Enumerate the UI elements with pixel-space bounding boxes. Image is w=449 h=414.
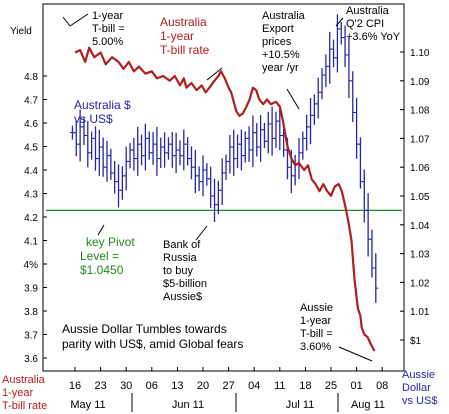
right-tick-label: 1.03 xyxy=(410,250,430,261)
x-tick-label: 20 xyxy=(197,380,209,392)
svg-text:Aussie$: Aussie$ xyxy=(163,291,202,303)
right-tick-label: 1.05 xyxy=(410,192,430,203)
svg-text:parity with US$, amid Global f: parity with US$, amid Global fears xyxy=(62,337,243,351)
left-tick-label: 4% xyxy=(24,260,39,271)
x-tick-label: 01 xyxy=(350,380,362,392)
left-tick-label: 4.3 xyxy=(24,190,38,201)
left-tick-label: 4.7 xyxy=(24,96,38,107)
svg-text:$1.0450: $1.0450 xyxy=(80,263,124,277)
svg-text:5.00%: 5.00% xyxy=(92,36,123,48)
annotation-pivot: key Pivot Level = $1.0450 xyxy=(80,224,135,277)
left-tick-label: 4.5 xyxy=(24,143,38,154)
right-tick-label: 1.02 xyxy=(410,278,430,289)
x-month-label: May 11 xyxy=(70,399,105,411)
svg-text:T-bill =: T-bill = xyxy=(300,328,333,340)
left-tick-label: 3.7 xyxy=(24,331,38,342)
x-tick-label: 04 xyxy=(248,380,260,392)
svg-text:prices: prices xyxy=(262,36,292,48)
svg-text:+10.5%: +10.5% xyxy=(262,49,300,61)
left-axis-label: Yield xyxy=(10,26,32,37)
annotation-tbill-360: Aussie 1-year T-bill = 3.60% xyxy=(300,302,373,362)
svg-text:Aussie Dollar Tumbles towards: Aussie Dollar Tumbles towards xyxy=(62,322,227,336)
svg-text:T-bill rate: T-bill rate xyxy=(2,400,47,412)
svg-text:vs US$: vs US$ xyxy=(402,395,437,407)
svg-text:Australia $: Australia $ xyxy=(74,98,131,112)
svg-text:Bank of: Bank of xyxy=(163,239,201,251)
annotation-q2-cpi: Australia Q'2 CPI +3.6% YoY xyxy=(335,5,401,43)
svg-text:3.60%: 3.60% xyxy=(300,341,331,353)
left-tick-label: 4.2 xyxy=(24,213,38,224)
annotation-tbill-rate: Australia 1-year T-bill rate xyxy=(160,15,223,81)
right-tick-label: 1.01 xyxy=(410,307,430,318)
left-tick-label: 3.8 xyxy=(24,307,38,318)
right-tick-label: 1.07 xyxy=(410,134,430,145)
svg-text:Aussie: Aussie xyxy=(300,302,333,314)
svg-text:Export: Export xyxy=(262,23,294,35)
right-tick-label: 1.06 xyxy=(410,163,430,174)
left-tick-label: 3.9 xyxy=(24,284,38,295)
svg-text:T-bill =: T-bill = xyxy=(92,23,125,35)
x-tick-label: 08 xyxy=(376,380,388,392)
left-tick-label: 3.6 xyxy=(24,354,38,365)
svg-text:to buy: to buy xyxy=(163,265,193,277)
plot-frame xyxy=(42,3,405,372)
right-tick-label: 1.09 xyxy=(410,77,430,88)
right-tick-label: 1.04 xyxy=(410,221,430,232)
svg-text:year /yr: year /yr xyxy=(262,62,299,74)
svg-text:Australia: Australia xyxy=(160,15,207,29)
svg-text:Aussie: Aussie xyxy=(402,369,435,381)
svg-text:1-year: 1-year xyxy=(2,387,34,399)
tbill-rate-series xyxy=(74,46,376,352)
svg-text:$5-billion: $5-billion xyxy=(163,278,207,290)
left-tick-label: 4.6 xyxy=(24,119,38,130)
svg-text:Level =: Level = xyxy=(80,249,119,263)
chart-title: Aussie Dollar Tumbles towards parity wit… xyxy=(62,322,243,351)
svg-text:Dollar: Dollar xyxy=(402,382,431,394)
right-tick-label: 1.08 xyxy=(410,106,430,117)
svg-text:Australia: Australia xyxy=(262,10,306,22)
svg-text:key Pivot: key Pivot xyxy=(86,235,135,249)
x-month-label: Jun 11 xyxy=(172,399,204,411)
x-month-label: Jul 11 xyxy=(286,399,315,411)
x-tick-label: 23 xyxy=(94,380,106,392)
x-tick-label: 13 xyxy=(171,380,183,392)
right-axis: 1.10 1.09 1.08 1.07 1.06 1.05 1.04 1.03 1.02 1.01… xyxy=(400,48,430,347)
x-tick-label: 27 xyxy=(222,380,234,392)
annotation-aud-usd: Australia $ vs US$ xyxy=(74,98,131,126)
x-tick-label: 18 xyxy=(299,380,311,392)
right-tick-label: $1 xyxy=(410,336,422,347)
svg-text:T-bill rate: T-bill rate xyxy=(160,43,210,57)
x-tick-label: 11 xyxy=(274,380,285,392)
svg-text:Q'2 CPI: Q'2 CPI xyxy=(346,18,384,30)
svg-text:Australia: Australia xyxy=(2,374,46,386)
svg-text:1-year: 1-year xyxy=(160,29,194,43)
svg-text:vs US$: vs US$ xyxy=(74,112,113,126)
annotation-tbill-5: 1-year T-bill = 5.00% xyxy=(62,10,125,48)
x-tick-label: 06 xyxy=(146,380,158,392)
left-axis: 4.8 4.7 4.6 4.5 4.4 4.3 4.2 4.1 4% 3.9 3.8 3.7 3.6 xyxy=(24,72,47,365)
x-tick-label: 25 xyxy=(325,380,337,392)
x-month-label: Aug 11 xyxy=(351,399,385,411)
legend-aud-usd: Aussie Dollar vs US$ xyxy=(402,369,437,407)
annotation-export-prices: Australia Export prices +10.5% year /yr xyxy=(262,10,306,110)
svg-text:Australia: Australia xyxy=(346,5,390,17)
x-axis: 16 23 30 06 13 20 27 04 11 18 25 01 08 May 11 Jun 11 Ju… xyxy=(69,367,388,412)
x-tick-label: 16 xyxy=(69,380,81,392)
right-tick-label: 1.10 xyxy=(410,48,430,59)
svg-text:1-year: 1-year xyxy=(300,315,332,327)
svg-text:+3.6% YoY: +3.6% YoY xyxy=(346,31,401,43)
svg-text:1-year: 1-year xyxy=(92,10,124,22)
legend-tbill-rate: Australia 1-year T-bill rate xyxy=(2,374,47,412)
annotation-bank-of-russia: Bank of Russia to buy $5-billion Aussie$ xyxy=(163,225,208,303)
left-tick-label: 4.1 xyxy=(24,237,38,248)
svg-text:Russia: Russia xyxy=(163,252,198,264)
left-tick-label: 4.8 xyxy=(24,72,38,83)
left-tick-label: 4.4 xyxy=(24,166,38,177)
aud-usd-series xyxy=(69,14,379,303)
x-tick-label: 30 xyxy=(120,380,132,392)
